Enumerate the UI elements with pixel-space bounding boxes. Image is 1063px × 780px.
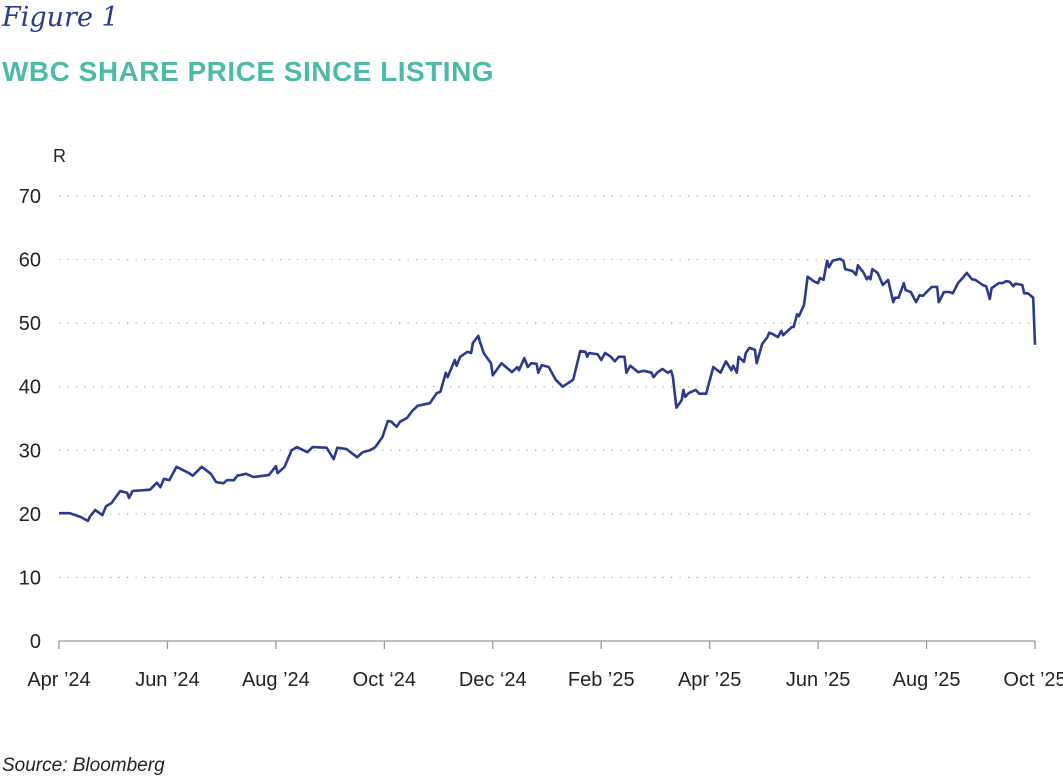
source-note: Source: Bloomberg [2,755,165,776]
x-tick-label: Oct ’25 [1003,669,1063,691]
x-tick-label: Jun ’24 [135,669,200,691]
y-tick-label: 10 [19,567,41,589]
chart-title: WBC SHARE PRICE SINCE LISTING [2,56,495,87]
y-axis-label: R [53,146,66,166]
y-tick-label: 70 [19,186,41,208]
share-price-line [59,257,1037,523]
x-tick-label: Jun ’25 [786,669,851,691]
y-tick-label: 0 [30,631,41,653]
figure-label: Figure 1 [2,2,119,33]
x-tick-label: Feb ’25 [568,669,635,691]
x-tick-label: Dec ‘24 [459,669,527,691]
x-tick-label: Oct ‘24 [353,669,416,691]
x-tick-label: Aug ’25 [893,669,961,691]
y-tick-label: 20 [19,504,41,526]
y-tick-label: 50 [19,313,41,335]
x-tick-label: Apr ’24 [27,669,90,691]
x-tick-label: Apr ’25 [678,669,741,691]
y-tick-label: 60 [19,250,41,272]
x-tick-label: Aug ’24 [242,669,310,691]
y-tick-label: 30 [19,440,41,462]
y-tick-label: 40 [19,377,41,399]
